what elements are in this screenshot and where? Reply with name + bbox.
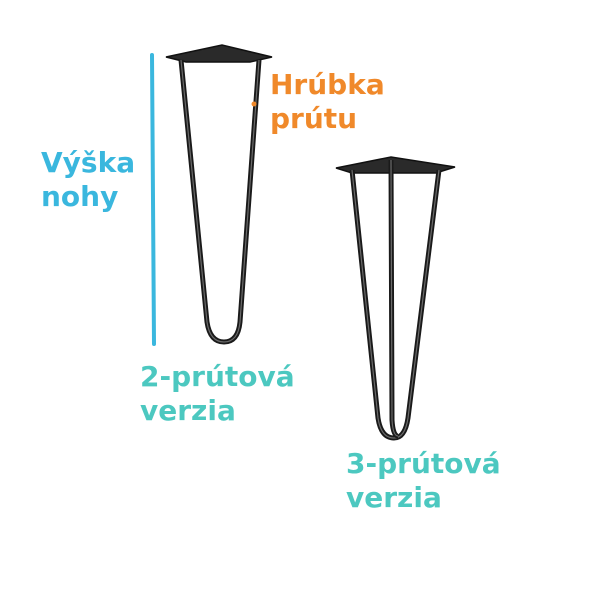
- two-rod-version-line2: verzia: [140, 394, 236, 427]
- thickness-indicator-dot: [251, 101, 257, 107]
- three-rod-rod-center-highlight: [390, 159, 399, 437]
- two-rod-version-label: 2-prútová verzia: [140, 360, 295, 428]
- two-rod-rod-highlight: [180, 59, 260, 343]
- three-rod-rod-outer-highlight: [351, 169, 440, 439]
- three-rod-version-line2: verzia: [346, 481, 442, 514]
- three-rod-version-line1: 3-prútová: [346, 447, 501, 480]
- three-rod-version-label: 3-prútová verzia: [346, 447, 501, 515]
- two-rod-version-line1: 2-prútová: [140, 360, 295, 393]
- thickness-label: Hrúbka prútu: [270, 68, 385, 136]
- height-label: Výška nohy: [41, 146, 135, 214]
- two-rod-leg: [165, 44, 273, 345]
- three-rod-mounting-plate: [335, 156, 456, 174]
- three-rod-rod-outer: [349, 169, 442, 441]
- thickness-label-line1: Hrúbka: [270, 68, 385, 101]
- two-rod-rod-outer: [178, 59, 262, 345]
- height-label-line2: nohy: [41, 180, 119, 213]
- two-rod-mounting-plate: [165, 44, 273, 63]
- height-indicator-line: [150, 53, 156, 346]
- height-label-line1: Výška: [41, 146, 136, 179]
- three-rod-leg: [335, 156, 456, 441]
- thickness-label-line2: prútu: [270, 102, 358, 135]
